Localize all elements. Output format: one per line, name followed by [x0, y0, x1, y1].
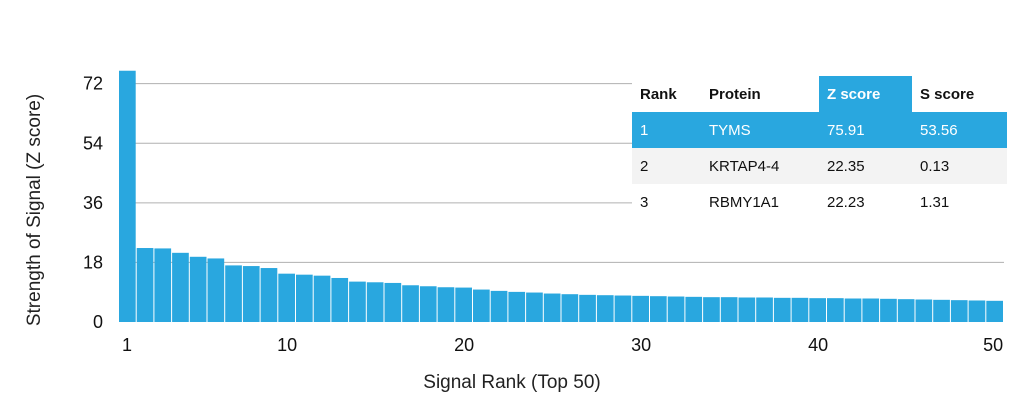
- bar-rank-46: [915, 299, 933, 322]
- cell-protein: TYMS: [701, 112, 819, 148]
- bar-rank-47: [933, 299, 950, 322]
- bar-rank-3: [154, 248, 172, 322]
- cell-rank: 1: [632, 112, 701, 148]
- table-row: 1 TYMS 75.91 53.56: [632, 112, 1007, 148]
- bar-rank-38: [773, 297, 791, 322]
- cell-z-score: 22.35: [819, 148, 912, 184]
- bar-rank-10: [278, 273, 295, 322]
- cell-protein: RBMY1A1: [701, 184, 819, 220]
- bar-rank-30: [632, 295, 649, 322]
- bar-rank-4: [172, 252, 189, 322]
- x-tick-label: 20: [454, 335, 474, 355]
- bar-rank-1: [119, 70, 136, 322]
- bar-rank-25: [543, 293, 561, 322]
- bar-rank-11: [296, 274, 313, 322]
- bar-rank-14: [349, 281, 366, 322]
- bar-rank-24: [526, 292, 543, 322]
- header-rank: Rank: [632, 76, 701, 112]
- bar-rank-20: [455, 287, 472, 322]
- x-axis-title: Signal Rank (Top 50): [423, 372, 600, 393]
- cell-s-score: 0.13: [912, 148, 1007, 184]
- bar-rank-33: [685, 296, 703, 322]
- bar-rank-28: [596, 295, 614, 322]
- header-z-score: Z score: [819, 76, 912, 112]
- bar-rank-5: [189, 256, 207, 322]
- cell-z-score: 75.91: [819, 112, 912, 148]
- bar-rank-41: [827, 298, 844, 322]
- bar-rank-19: [437, 287, 455, 322]
- bar-rank-17: [402, 285, 419, 322]
- cell-z-score: 22.23: [819, 184, 912, 220]
- bars: [119, 70, 1003, 322]
- bar-rank-13: [331, 277, 349, 322]
- bar-rank-49: [968, 300, 986, 322]
- x-tick-label: 1: [122, 335, 132, 355]
- cell-s-score: 53.56: [912, 112, 1007, 148]
- bar-rank-27: [579, 294, 596, 322]
- bar-rank-8: [242, 266, 260, 322]
- bar-rank-9: [260, 268, 278, 322]
- cell-rank: 2: [632, 148, 701, 184]
- bar-rank-35: [720, 297, 738, 322]
- table-header-row: Rank Protein Z score S score: [632, 76, 1007, 112]
- table-row: 3 RBMY1A1 22.23 1.31: [632, 184, 1007, 220]
- bar-rank-6: [207, 258, 225, 322]
- y-axis-title: Strength of Signal (Z score): [24, 94, 45, 326]
- bar-rank-48: [950, 300, 968, 322]
- cell-rank: 3: [632, 184, 701, 220]
- top-proteins-table: Rank Protein Z score S score 1 TYMS 75.9…: [632, 76, 1007, 220]
- bar-rank-26: [561, 294, 579, 322]
- bar-rank-22: [490, 290, 508, 322]
- bar-rank-18: [419, 286, 437, 322]
- cell-s-score: 1.31: [912, 184, 1007, 220]
- bar-rank-37: [756, 297, 773, 322]
- bar-rank-7: [225, 265, 242, 322]
- x-tick-label: 50: [983, 335, 1003, 355]
- y-tick-label: 36: [83, 193, 103, 213]
- bar-rank-29: [614, 295, 632, 322]
- bar-rank-2: [136, 248, 154, 322]
- x-tick-label: 40: [808, 335, 828, 355]
- header-s-score: S score: [912, 76, 1007, 112]
- header-protein: Protein: [701, 76, 819, 112]
- cell-protein: KRTAP4-4: [701, 148, 819, 184]
- bar-rank-40: [809, 298, 826, 322]
- y-tick-label: 54: [83, 133, 103, 153]
- bar-rank-45: [897, 299, 915, 322]
- bar-rank-31: [650, 296, 667, 322]
- bar-rank-42: [844, 298, 862, 322]
- bar-rank-50: [986, 300, 1003, 322]
- bar-rank-43: [862, 298, 880, 322]
- y-tick-label: 18: [83, 252, 103, 272]
- x-tick-label: 30: [631, 335, 651, 355]
- bar-rank-16: [384, 282, 402, 322]
- bar-rank-12: [313, 275, 331, 322]
- bar-rank-44: [880, 298, 897, 322]
- bar-rank-36: [738, 297, 756, 322]
- bar-rank-34: [703, 297, 720, 322]
- bar-rank-32: [667, 296, 685, 322]
- y-tick-labels: 0 18 36 54 72: [83, 74, 103, 332]
- table-row: 2 KRTAP4-4 22.35 0.13: [632, 148, 1007, 184]
- bar-rank-15: [366, 282, 384, 322]
- bar-rank-23: [508, 291, 526, 322]
- x-tick-labels: 1 10 20 30 40 50: [122, 335, 1003, 355]
- x-tick-label: 10: [277, 335, 297, 355]
- y-tick-label: 72: [83, 74, 103, 94]
- bar-rank-39: [791, 297, 809, 322]
- y-tick-label: 0: [93, 312, 103, 332]
- bar-rank-21: [473, 289, 490, 322]
